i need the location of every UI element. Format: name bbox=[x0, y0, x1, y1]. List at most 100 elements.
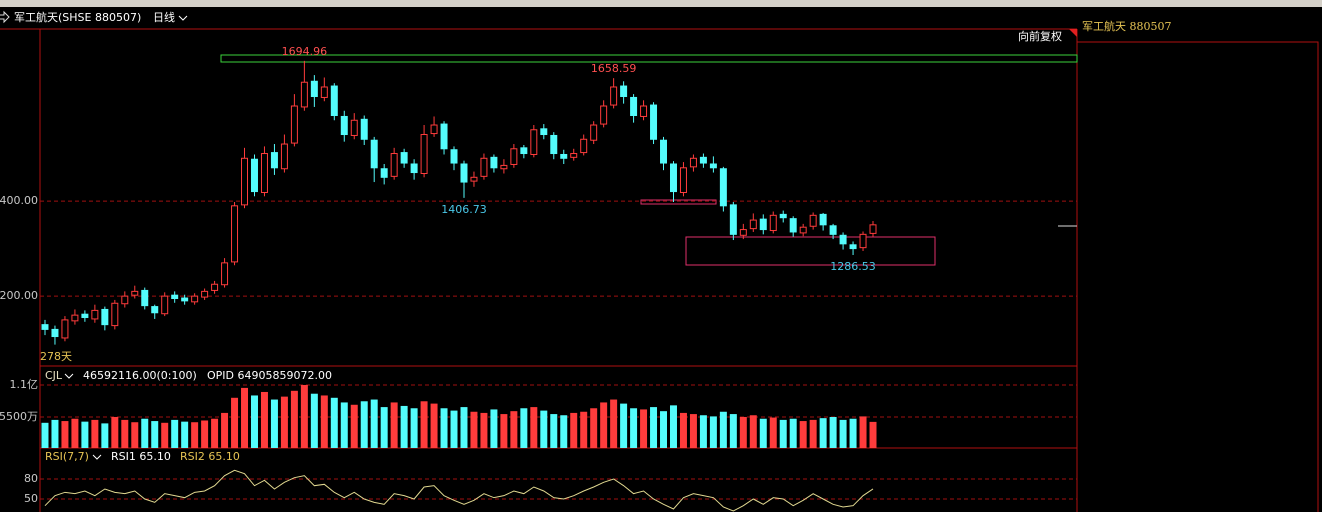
rsi-line bbox=[44, 469, 874, 512]
volume-bar bbox=[610, 399, 618, 448]
candle-body bbox=[250, 158, 258, 193]
volume-bar bbox=[400, 405, 408, 448]
candle-body bbox=[151, 306, 159, 314]
volume-bar bbox=[410, 408, 418, 448]
indicator[interactable]: CJL bbox=[45, 369, 63, 382]
volume-bar bbox=[550, 414, 558, 448]
volume-bar bbox=[769, 417, 777, 448]
volume-bar bbox=[71, 418, 79, 448]
chevron[interactable] bbox=[64, 373, 74, 379]
volume-bar bbox=[390, 402, 398, 448]
candle-body bbox=[819, 213, 827, 226]
candle-body bbox=[61, 319, 69, 339]
candle-body bbox=[839, 234, 847, 245]
volume-bar bbox=[430, 403, 438, 448]
volume-bar bbox=[779, 419, 787, 448]
candle-body bbox=[470, 176, 478, 182]
candle-body bbox=[201, 290, 209, 298]
candle-body bbox=[530, 129, 538, 155]
volume-bar bbox=[530, 407, 538, 448]
trough-label: 1286.53 bbox=[830, 260, 876, 273]
candle-body bbox=[620, 85, 628, 97]
candle-body bbox=[570, 153, 578, 158]
candle-body bbox=[41, 324, 49, 330]
candle-body bbox=[849, 244, 857, 250]
side-title: 军工航天 880507 bbox=[1082, 19, 1172, 33]
volume-bar bbox=[460, 407, 468, 448]
volume-bar bbox=[869, 421, 877, 448]
volume-bar bbox=[749, 415, 757, 448]
volume-bar bbox=[520, 408, 528, 448]
candle-body bbox=[121, 295, 129, 305]
peak-label: 1658.59 bbox=[591, 62, 637, 75]
volume-bar bbox=[789, 418, 797, 448]
candle-body bbox=[231, 205, 239, 263]
symbol: 军工航天(SHSE 880507) bbox=[14, 10, 141, 24]
volume-bar bbox=[340, 402, 348, 448]
candle-body bbox=[560, 153, 568, 159]
volume-bar bbox=[141, 418, 149, 448]
volume-bar bbox=[600, 402, 608, 448]
candle-body bbox=[650, 104, 658, 140]
period[interactable]: 日线 bbox=[153, 10, 175, 24]
volume-bar bbox=[819, 418, 827, 448]
candle-body bbox=[350, 119, 358, 136]
candle-body bbox=[320, 86, 328, 98]
volume-bar bbox=[849, 418, 857, 448]
y-tick-label: 5500万 bbox=[0, 410, 38, 423]
candle-body bbox=[590, 124, 598, 141]
candle-body bbox=[370, 139, 378, 169]
indicator[interactable]: RSI(7,7) bbox=[45, 450, 89, 463]
chevron[interactable] bbox=[178, 15, 188, 21]
volume-bar bbox=[101, 423, 109, 448]
volume-bar bbox=[320, 395, 328, 448]
candle-body bbox=[310, 80, 318, 97]
corner-mark bbox=[1069, 29, 1077, 37]
candle-body bbox=[490, 156, 498, 169]
candle-body bbox=[660, 139, 668, 164]
drawn-box bbox=[685, 236, 936, 266]
candle-body bbox=[410, 163, 418, 174]
candle-body bbox=[869, 224, 877, 234]
volume-bar bbox=[759, 418, 767, 448]
volume-bar bbox=[829, 416, 837, 448]
candle-body bbox=[420, 134, 428, 174]
adjust[interactable]: 向前复权 bbox=[1018, 29, 1062, 43]
y-tick-label: 1400.00 bbox=[0, 194, 38, 207]
drawn-box bbox=[220, 54, 1078, 63]
candle-body bbox=[260, 153, 268, 194]
volume-bar bbox=[350, 404, 358, 448]
volume-bar bbox=[799, 421, 807, 448]
volume-bar bbox=[51, 419, 59, 448]
candle-body bbox=[51, 328, 59, 338]
volume-bar bbox=[809, 419, 817, 448]
volume-bar bbox=[450, 410, 458, 448]
volume-bar bbox=[231, 397, 239, 448]
chevron[interactable] bbox=[92, 454, 102, 460]
candle-body bbox=[779, 213, 787, 219]
volume-bar bbox=[191, 422, 199, 448]
volume-bar bbox=[61, 421, 69, 448]
volume-bar bbox=[280, 396, 288, 448]
candle-body bbox=[669, 163, 677, 193]
volume-bar bbox=[171, 419, 179, 448]
volume-bar bbox=[111, 416, 119, 448]
volume-bar bbox=[590, 408, 598, 448]
candle-body bbox=[769, 214, 777, 232]
candle-body bbox=[400, 152, 408, 164]
volume-bar bbox=[739, 416, 747, 448]
volume-bar bbox=[560, 415, 568, 448]
candle-body bbox=[81, 313, 89, 319]
volume-bar bbox=[480, 412, 488, 448]
candle-body bbox=[540, 128, 548, 136]
readout: 46592116.00(0:100) bbox=[83, 369, 197, 382]
candle-body bbox=[270, 152, 278, 169]
candle-body bbox=[600, 105, 608, 125]
candle-body bbox=[280, 143, 288, 170]
side-panel bbox=[1076, 41, 1319, 512]
y-tick-label: 50 bbox=[24, 492, 38, 505]
volume-bar bbox=[679, 412, 687, 448]
volume-bar bbox=[859, 416, 867, 448]
legend-item: RSI2 65.10 bbox=[180, 450, 240, 463]
volume-bar bbox=[360, 401, 368, 448]
